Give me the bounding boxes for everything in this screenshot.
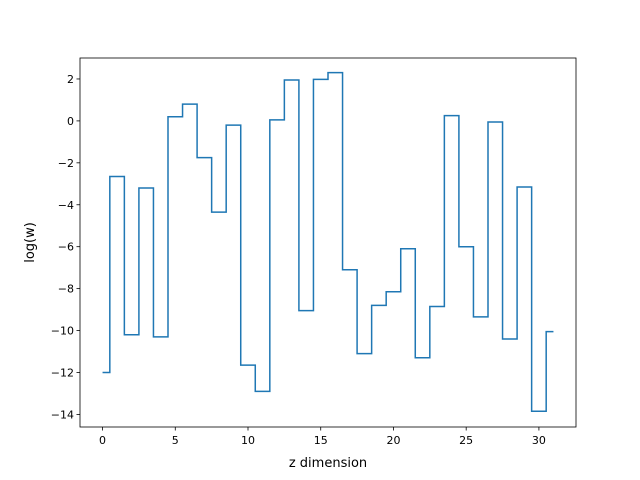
x-tick-label: 25 bbox=[459, 434, 473, 447]
y-tick-label: 0 bbox=[67, 115, 74, 128]
y-tick-label: −8 bbox=[58, 283, 74, 296]
x-tick-label: 15 bbox=[314, 434, 328, 447]
x-tick-label: 10 bbox=[241, 434, 255, 447]
y-tick-label: −14 bbox=[51, 408, 74, 421]
x-tick-label: 0 bbox=[99, 434, 106, 447]
y-tick-label: 2 bbox=[67, 73, 74, 86]
y-tick-label: −10 bbox=[51, 325, 74, 338]
y-tick-label: −6 bbox=[58, 241, 74, 254]
x-axis-label: z dimension bbox=[289, 456, 367, 471]
y-tick-label: −2 bbox=[58, 157, 74, 170]
x-tick-label: 20 bbox=[386, 434, 400, 447]
plot-area bbox=[102, 71, 554, 413]
y-tick-label: −12 bbox=[51, 366, 74, 379]
x-tick-label: 5 bbox=[172, 434, 179, 447]
y-tick-label: −4 bbox=[58, 199, 74, 212]
series-line-0 bbox=[102, 71, 554, 413]
axes-frame bbox=[79, 57, 577, 428]
x-tick-label: 30 bbox=[532, 434, 546, 447]
y-axis-label: log(w) bbox=[23, 222, 38, 263]
